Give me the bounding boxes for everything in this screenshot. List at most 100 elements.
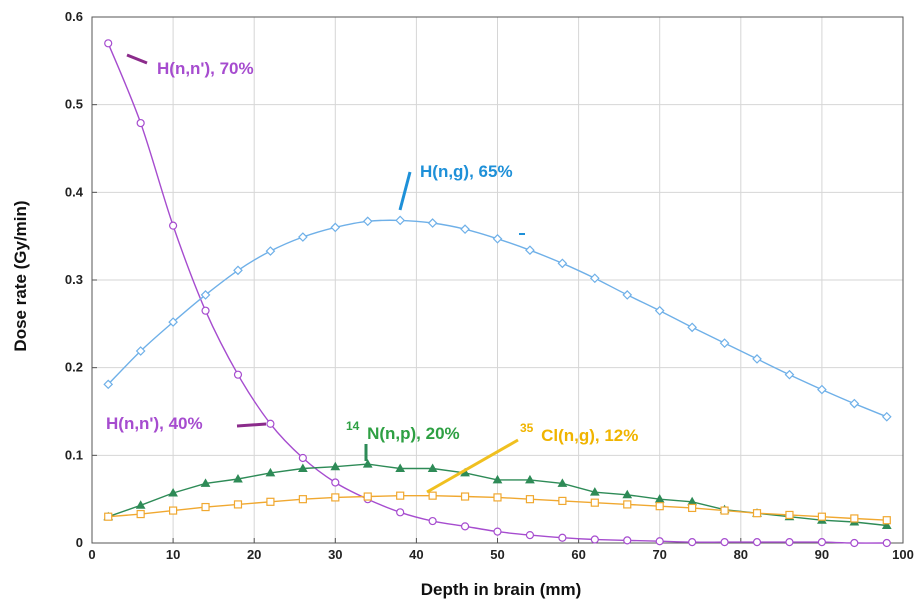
x-tick-label: 70 <box>652 547 666 562</box>
annotation-leader-hnn40 <box>236 422 267 428</box>
data-point <box>881 520 892 529</box>
series-circle <box>104 39 891 548</box>
data-point <box>298 232 308 242</box>
data-point <box>752 538 762 547</box>
data-point <box>330 222 341 233</box>
data-point <box>525 531 535 540</box>
data-point <box>493 527 502 536</box>
annotation-cl35-text: Cl(n,g), 12% <box>541 426 638 445</box>
x-axis-ticks: 0 10 20 30 40 50 60 70 80 90 100 <box>88 538 914 562</box>
data-point <box>363 492 372 501</box>
annotation-leader-hng65 <box>398 171 412 211</box>
data-point <box>558 533 567 542</box>
data-point <box>427 463 438 472</box>
data-point <box>623 500 632 509</box>
data-point <box>590 535 599 544</box>
data-point <box>266 497 275 506</box>
data-point <box>655 502 664 511</box>
data-point <box>135 346 146 356</box>
annotation-cl35-sup: 35 <box>520 421 534 435</box>
data-point <box>752 509 762 518</box>
data-point <box>525 245 535 256</box>
data-point <box>266 419 275 428</box>
x-tick-label: 0 <box>88 547 95 562</box>
annotation-leader-hnn70 <box>126 53 148 65</box>
data-point <box>427 218 438 228</box>
data-point <box>558 496 567 506</box>
data-point <box>687 322 697 333</box>
data-point <box>589 487 600 496</box>
y-tick-label: 0.3 <box>65 272 83 287</box>
annotation-n14: 14 N(n,p), 20% <box>346 415 460 443</box>
data-point <box>395 463 406 472</box>
data-point <box>688 503 697 513</box>
data-point <box>104 512 113 521</box>
x-tick-label: 80 <box>734 547 748 562</box>
data-point <box>460 224 470 235</box>
data-point <box>557 258 568 269</box>
data-point <box>785 538 794 547</box>
data-point <box>817 384 827 395</box>
data-point <box>492 233 503 244</box>
data-point <box>720 506 729 515</box>
data-point <box>136 118 145 128</box>
x-axis-title: Depth in brain (mm) <box>421 580 582 599</box>
annotation-hnn-70: H(n,n'), 70% <box>157 59 254 78</box>
data-point <box>719 338 730 348</box>
data-point <box>525 495 535 504</box>
data-point <box>362 216 373 227</box>
annotation-hng-65: H(n,g), 65% <box>420 162 513 181</box>
x-tick-label: 60 <box>571 547 585 562</box>
annotation-leader-cl35 <box>426 438 519 494</box>
data-point <box>720 538 729 547</box>
data-point <box>233 500 243 509</box>
data-point <box>493 493 502 502</box>
data-point <box>850 538 859 548</box>
y-tick-label: 0.2 <box>65 360 83 375</box>
data-point <box>135 500 146 509</box>
x-tick-label: 40 <box>409 547 423 562</box>
data-point <box>623 536 632 545</box>
data-point <box>330 461 341 471</box>
data-point <box>103 379 114 390</box>
data-point <box>590 498 599 507</box>
y-tick-label: 0 <box>76 535 83 550</box>
data-point <box>169 221 178 230</box>
data-point <box>525 474 535 484</box>
data-point <box>882 516 891 525</box>
data-point <box>817 538 827 547</box>
x-tick-label: 50 <box>490 547 504 562</box>
data-point <box>200 290 211 300</box>
data-point <box>104 39 113 48</box>
data-point <box>331 478 340 487</box>
data-point <box>428 516 437 526</box>
data-point <box>654 305 665 316</box>
series-group <box>103 39 892 548</box>
data-point <box>168 488 178 497</box>
data-point <box>362 459 373 468</box>
data-point <box>200 478 211 487</box>
data-point <box>784 369 795 380</box>
annotation-n14-sup: 14 <box>346 419 360 433</box>
data-point <box>136 509 145 519</box>
data-point <box>589 273 600 284</box>
data-point <box>460 492 470 501</box>
data-point <box>265 246 276 256</box>
data-point <box>331 493 340 502</box>
series-diamond <box>103 215 892 422</box>
grid <box>92 17 903 543</box>
data-point <box>169 506 178 515</box>
data-point <box>850 514 859 523</box>
data-point <box>849 398 860 409</box>
data-point <box>655 537 664 546</box>
data-point <box>752 354 762 364</box>
annotation-hnn-40: H(n,n'), 40% <box>106 414 203 433</box>
x-tick-label: 20 <box>247 547 261 562</box>
data-point <box>622 489 633 499</box>
y-axis-ticks: 0 0.1 0.2 0.3 0.4 0.5 0.6 <box>65 9 97 550</box>
x-tick-label: 10 <box>166 547 180 562</box>
data-point <box>492 474 503 484</box>
data-point <box>428 491 437 500</box>
data-point <box>297 463 308 472</box>
